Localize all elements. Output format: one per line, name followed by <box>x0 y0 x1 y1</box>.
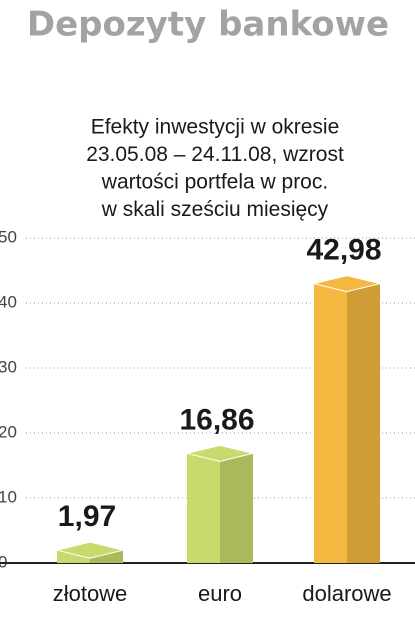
y-tick-label: 10 <box>0 487 17 506</box>
bar-side <box>90 550 123 563</box>
bar-side <box>220 453 253 563</box>
bar-top <box>313 275 381 293</box>
y-tick-label: 20 <box>0 422 17 441</box>
bar-side <box>347 283 380 563</box>
y-tick-label: 0 <box>0 552 7 571</box>
subtitle: Efekty inwestycji w okresie <box>91 116 340 139</box>
subtitle: w skali sześciu miesięcy <box>101 198 329 221</box>
chart-title: Depozyty bankowe <box>27 5 389 45</box>
bar-top <box>186 444 254 462</box>
value-label: 42,98 <box>306 234 381 267</box>
value-label: 16,86 <box>179 403 254 436</box>
y-tick-label: 40 <box>0 292 17 311</box>
bar-front <box>57 550 90 563</box>
y-tick-label: 30 <box>0 357 17 376</box>
bar-front <box>314 283 347 563</box>
bar-top <box>56 541 124 559</box>
x-tick-label: złotowe <box>53 581 128 606</box>
y-tick-label: 50 <box>0 227 17 246</box>
x-tick-label: euro <box>198 581 242 606</box>
x-tick-label: dolarowe <box>302 581 391 606</box>
subtitle: wartości portfela w proc. <box>101 171 328 194</box>
subtitle: 23.05.08 – 24.11.08, wzrost <box>86 143 344 166</box>
value-label: 1,97 <box>58 500 116 533</box>
bar-front <box>187 453 220 563</box>
